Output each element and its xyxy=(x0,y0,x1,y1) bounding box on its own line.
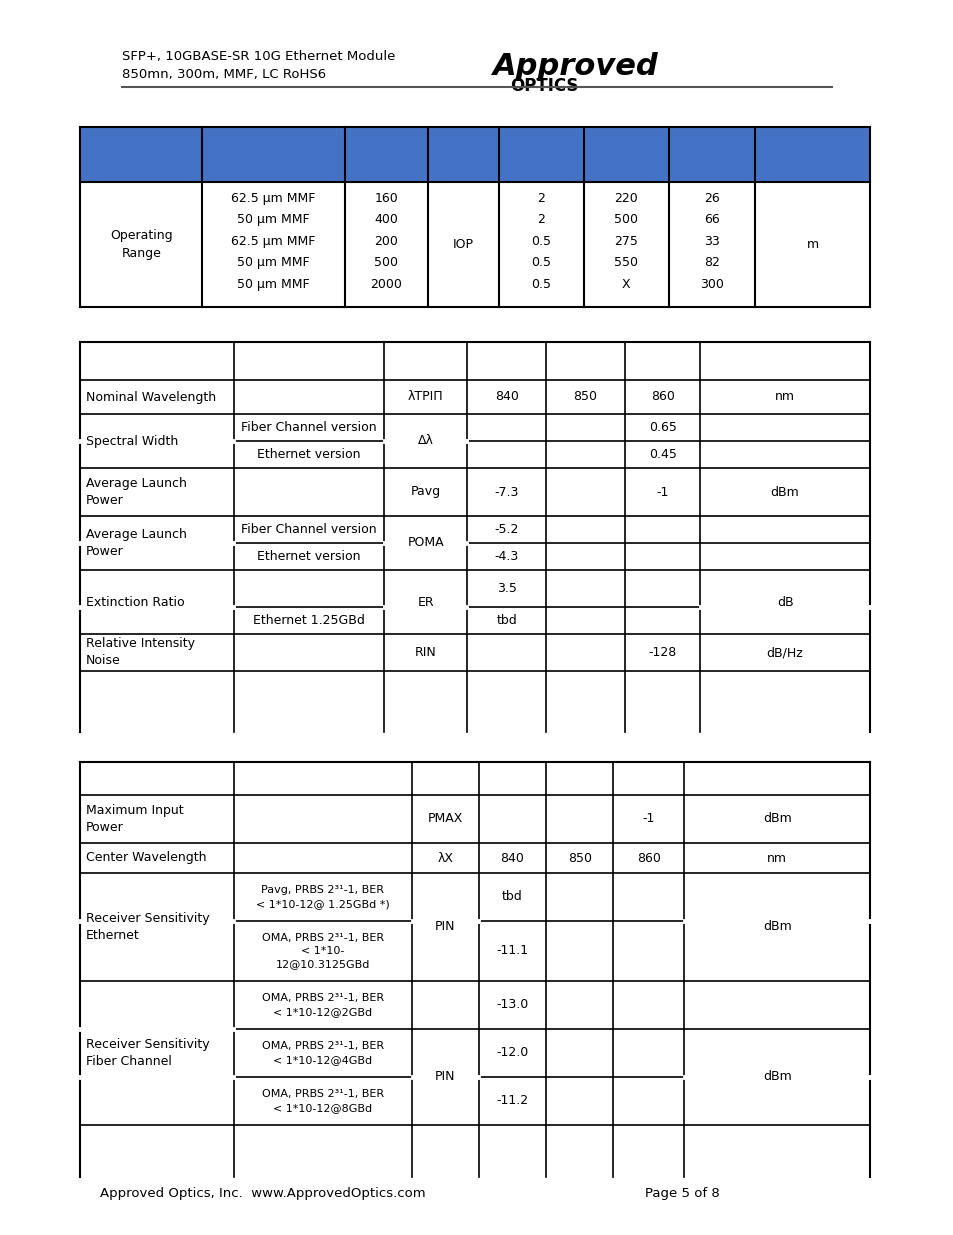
Text: λTPIΠ: λTPIΠ xyxy=(407,390,443,404)
Text: OMA, PRBS 2³¹-1, BER
< 1*10-12@4GBd: OMA, PRBS 2³¹-1, BER < 1*10-12@4GBd xyxy=(261,1041,384,1065)
Text: Operating
Range: Operating Range xyxy=(110,228,172,261)
Text: 66: 66 xyxy=(703,214,720,226)
Text: 850: 850 xyxy=(567,851,591,864)
Text: 0.5: 0.5 xyxy=(531,278,551,291)
Text: nm: nm xyxy=(766,851,786,864)
Text: -13.0: -13.0 xyxy=(496,999,528,1011)
Text: 33: 33 xyxy=(703,235,720,248)
Text: Ethernet version: Ethernet version xyxy=(257,550,360,563)
Text: tbd: tbd xyxy=(501,890,522,904)
Text: ER: ER xyxy=(416,595,434,609)
Text: PIN: PIN xyxy=(435,1071,456,1083)
Text: Pavg: Pavg xyxy=(410,485,440,499)
Text: -5.2: -5.2 xyxy=(494,522,518,536)
Text: Extinction Ratio: Extinction Ratio xyxy=(86,595,185,609)
Text: 62.5 μm MMF: 62.5 μm MMF xyxy=(232,191,315,205)
Text: 0.65: 0.65 xyxy=(648,421,676,433)
Text: tbd: tbd xyxy=(496,614,517,627)
Text: X: X xyxy=(621,278,630,291)
Text: 2000: 2000 xyxy=(370,278,401,291)
Text: Average Launch
Power: Average Launch Power xyxy=(86,529,187,558)
Text: OMA, PRBS 2³¹-1, BER
< 1*10-12@8GBd: OMA, PRBS 2³¹-1, BER < 1*10-12@8GBd xyxy=(261,1089,384,1113)
Text: -4.3: -4.3 xyxy=(494,550,518,563)
Text: 850: 850 xyxy=(573,390,597,404)
Text: -7.3: -7.3 xyxy=(494,485,518,499)
Text: Center Wavelength: Center Wavelength xyxy=(86,851,206,864)
Text: PIN: PIN xyxy=(435,920,456,934)
Text: 26: 26 xyxy=(703,191,720,205)
Text: 0.45: 0.45 xyxy=(648,448,676,461)
Text: 840: 840 xyxy=(500,851,524,864)
Text: dB/Hz: dB/Hz xyxy=(766,646,802,659)
Text: λX: λX xyxy=(436,851,453,864)
Text: PMAX: PMAX xyxy=(427,813,462,825)
Text: OMA, PRBS 2³¹-1, BER
< 1*10-12@2GBd: OMA, PRBS 2³¹-1, BER < 1*10-12@2GBd xyxy=(261,993,384,1016)
Text: dBm: dBm xyxy=(770,485,799,499)
Text: dBm: dBm xyxy=(762,920,791,934)
Text: dBm: dBm xyxy=(762,813,791,825)
Text: 160: 160 xyxy=(374,191,397,205)
Bar xyxy=(80,762,869,1177)
Text: -1: -1 xyxy=(642,813,655,825)
Text: nm: nm xyxy=(774,390,794,404)
Text: -11.1: -11.1 xyxy=(496,945,528,957)
Text: Fiber Channel version: Fiber Channel version xyxy=(241,421,376,433)
Text: 50 μm MMF: 50 μm MMF xyxy=(237,214,310,226)
Text: 300: 300 xyxy=(700,278,723,291)
Text: Pavg, PRBS 2³¹-1, BER
< 1*10-12@ 1.25GBd *): Pavg, PRBS 2³¹-1, BER < 1*10-12@ 1.25GBd… xyxy=(255,885,390,909)
Text: Δλ: Δλ xyxy=(417,435,433,447)
Text: -1: -1 xyxy=(656,485,668,499)
Text: Maximum Input
Power: Maximum Input Power xyxy=(86,804,183,834)
Bar xyxy=(80,342,869,732)
Text: Receiver Sensitivity
Ethernet: Receiver Sensitivity Ethernet xyxy=(86,911,210,942)
Text: Page 5 of 8: Page 5 of 8 xyxy=(644,1187,719,1199)
Text: 200: 200 xyxy=(374,235,397,248)
Text: -12.0: -12.0 xyxy=(496,1046,528,1060)
Text: 220: 220 xyxy=(614,191,638,205)
Text: OPTICS: OPTICS xyxy=(510,77,578,95)
Text: 0.5: 0.5 xyxy=(531,257,551,269)
Text: m: m xyxy=(806,238,818,251)
Text: Approved Optics, Inc.  www.ApprovedOptics.com: Approved Optics, Inc. www.ApprovedOptics… xyxy=(100,1187,425,1199)
Text: dBm: dBm xyxy=(762,1071,791,1083)
Text: 850mn, 300m, MMF, LC RoHS6: 850mn, 300m, MMF, LC RoHS6 xyxy=(122,68,326,82)
Text: 2: 2 xyxy=(537,191,545,205)
Text: 275: 275 xyxy=(614,235,638,248)
Text: SFP+, 10GBASE-SR 10G Ethernet Module: SFP+, 10GBASE-SR 10G Ethernet Module xyxy=(122,49,395,63)
Text: Approved: Approved xyxy=(493,52,659,82)
Text: Average Launch
Power: Average Launch Power xyxy=(86,477,187,508)
Text: dB: dB xyxy=(776,595,793,609)
Text: Relative Intensity
Noise: Relative Intensity Noise xyxy=(86,637,194,667)
Text: 3.5: 3.5 xyxy=(497,582,516,595)
Bar xyxy=(80,182,869,308)
Text: 840: 840 xyxy=(495,390,518,404)
Bar xyxy=(80,127,869,182)
Text: Ethernet 1.25GBd: Ethernet 1.25GBd xyxy=(253,614,365,627)
Text: Ethernet version: Ethernet version xyxy=(257,448,360,461)
Text: RIN: RIN xyxy=(415,646,436,659)
Text: 860: 860 xyxy=(650,390,674,404)
Text: OMA, PRBS 2³¹-1, BER
< 1*10-
12@10.3125GBd: OMA, PRBS 2³¹-1, BER < 1*10- 12@10.3125G… xyxy=(261,932,384,969)
Text: Fiber Channel version: Fiber Channel version xyxy=(241,522,376,536)
Text: 860: 860 xyxy=(637,851,660,864)
Text: -11.2: -11.2 xyxy=(496,1094,528,1108)
Text: 62.5 μm MMF: 62.5 μm MMF xyxy=(232,235,315,248)
Text: IOP: IOP xyxy=(452,238,473,251)
Text: 0.5: 0.5 xyxy=(531,235,551,248)
Text: 500: 500 xyxy=(374,257,397,269)
Text: 82: 82 xyxy=(703,257,720,269)
Text: 400: 400 xyxy=(374,214,397,226)
Text: 500: 500 xyxy=(614,214,638,226)
Text: Nominal Wavelength: Nominal Wavelength xyxy=(86,390,216,404)
Text: 2: 2 xyxy=(537,214,545,226)
Text: POMA: POMA xyxy=(407,536,443,550)
Text: 50 μm MMF: 50 μm MMF xyxy=(237,278,310,291)
Text: -128: -128 xyxy=(648,646,676,659)
Text: Spectral Width: Spectral Width xyxy=(86,435,178,447)
Text: 550: 550 xyxy=(614,257,638,269)
Text: 50 μm MMF: 50 μm MMF xyxy=(237,257,310,269)
Text: Receiver Sensitivity
Fiber Channel: Receiver Sensitivity Fiber Channel xyxy=(86,1037,210,1068)
